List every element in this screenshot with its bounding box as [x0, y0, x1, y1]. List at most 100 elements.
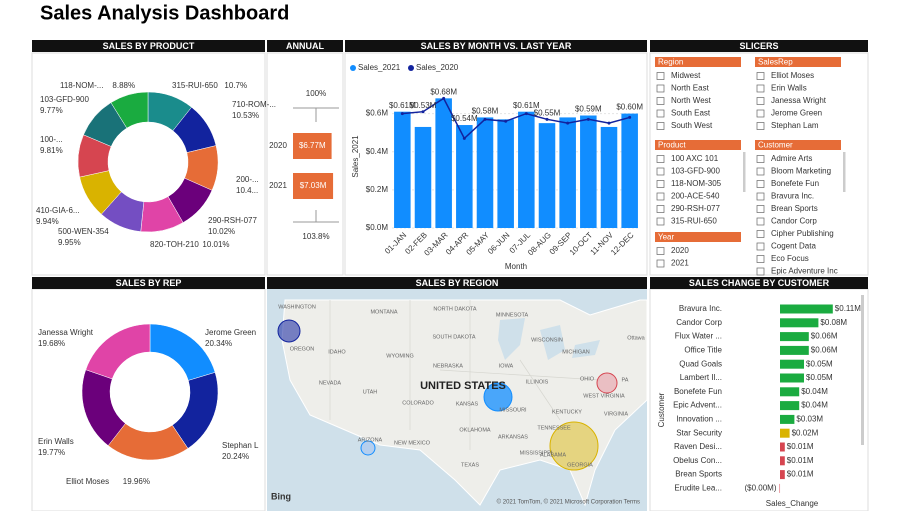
- slicer-item[interactable]: 118-NOM-305: [671, 179, 722, 188]
- slicer-item[interactable]: Cogent Data: [771, 242, 816, 251]
- checkbox[interactable]: [756, 205, 765, 213]
- bar[interactable]: [538, 123, 556, 228]
- bar[interactable]: [780, 304, 833, 314]
- bar[interactable]: [414, 126, 432, 228]
- bar[interactable]: [435, 98, 452, 228]
- checkbox[interactable]: [756, 72, 765, 80]
- bar[interactable]: [559, 117, 576, 228]
- bar[interactable]: [780, 345, 809, 355]
- bar[interactable]: [476, 117, 494, 228]
- legend-label[interactable]: Sales_2020: [416, 63, 459, 72]
- bar[interactable]: [580, 115, 597, 228]
- checkbox[interactable]: [756, 267, 765, 276]
- checkbox[interactable]: [756, 255, 765, 263]
- checkbox[interactable]: [656, 72, 665, 80]
- slicer-item[interactable]: 290-RSH-077: [671, 204, 720, 213]
- bar[interactable]: [780, 442, 785, 452]
- checkbox[interactable]: [656, 205, 665, 213]
- slicer-item[interactable]: North West: [671, 96, 712, 105]
- bar[interactable]: [780, 414, 795, 424]
- slicer-item[interactable]: Jerome Green: [771, 109, 822, 118]
- checkbox[interactable]: [756, 230, 765, 238]
- bar[interactable]: [497, 119, 514, 228]
- checkbox[interactable]: [656, 97, 665, 105]
- bar[interactable]: [780, 373, 804, 383]
- kpi-bar[interactable]: [293, 173, 334, 199]
- checkbox[interactable]: [656, 167, 665, 176]
- line-point: [504, 119, 508, 123]
- checkbox[interactable]: [756, 180, 765, 188]
- slicer-item[interactable]: 2020: [671, 246, 689, 255]
- slicer-item[interactable]: 200-ACE-540: [671, 192, 720, 201]
- slicer-item[interactable]: Bravura Inc.: [771, 192, 814, 201]
- scrollbar[interactable]: [861, 295, 864, 445]
- bar[interactable]: [780, 470, 785, 480]
- slicer-item[interactable]: Midwest: [671, 71, 701, 80]
- bar[interactable]: [780, 318, 819, 328]
- donut-slice[interactable]: [85, 323, 151, 380]
- slicer-item[interactable]: South West: [671, 121, 713, 130]
- kpi-bar[interactable]: [293, 133, 332, 159]
- bar[interactable]: [518, 111, 535, 228]
- bar[interactable]: [780, 428, 790, 438]
- slicer-item[interactable]: Brean Sports: [771, 204, 818, 213]
- map-bubble[interactable]: [483, 382, 513, 412]
- checkbox[interactable]: [656, 122, 665, 130]
- bar[interactable]: [779, 483, 781, 493]
- slicer-item[interactable]: Erin Walls: [771, 84, 807, 93]
- checkbox[interactable]: [656, 217, 665, 226]
- scrollbar[interactable]: [843, 152, 846, 192]
- bar[interactable]: [621, 113, 638, 228]
- bar[interactable]: [456, 125, 473, 228]
- legend-marker[interactable]: [408, 65, 414, 71]
- bar[interactable]: [780, 387, 800, 397]
- slicer-item[interactable]: Janessa Wright: [771, 96, 827, 105]
- checkbox[interactable]: [756, 122, 765, 130]
- checkbox[interactable]: [656, 259, 665, 268]
- slicer-item[interactable]: North East: [671, 84, 710, 93]
- slicer-item[interactable]: Bloom Marketing: [771, 167, 831, 176]
- slicer-item[interactable]: Eco Focus: [771, 254, 809, 263]
- checkbox[interactable]: [756, 109, 765, 118]
- checkbox[interactable]: [756, 84, 765, 93]
- map-bubble[interactable]: [360, 440, 376, 456]
- bar[interactable]: [394, 111, 411, 228]
- checkbox[interactable]: [656, 247, 665, 255]
- map[interactable]: Bing © 2021 TomTom, © 2021 Microsoft Cor…: [267, 289, 648, 511]
- slicer-item[interactable]: Bonefete Fun: [771, 179, 819, 188]
- slicer-item[interactable]: 100 AXC 101: [671, 154, 719, 163]
- slicer-item[interactable]: Elliot Moses: [771, 71, 814, 80]
- bar[interactable]: [780, 401, 800, 411]
- bar[interactable]: [600, 126, 618, 228]
- legend-marker[interactable]: [350, 65, 356, 71]
- map-bubble[interactable]: [549, 421, 599, 471]
- slicer-item[interactable]: Stephan Lam: [771, 121, 819, 130]
- slicer-item[interactable]: Epic Adventure Inc: [771, 267, 838, 276]
- slicer-item[interactable]: Admire Arts: [771, 154, 812, 163]
- checkbox[interactable]: [756, 97, 765, 105]
- slicer-item[interactable]: 2021: [671, 259, 689, 268]
- checkbox[interactable]: [656, 155, 665, 163]
- checkbox[interactable]: [656, 109, 665, 118]
- checkbox[interactable]: [656, 192, 665, 201]
- map-bubble[interactable]: [596, 372, 618, 394]
- checkbox[interactable]: [756, 242, 765, 251]
- checkbox[interactable]: [656, 180, 665, 188]
- slicer-item[interactable]: 103-GFD-900: [671, 167, 720, 176]
- map-bubble[interactable]: [277, 319, 301, 343]
- bar[interactable]: [780, 332, 809, 342]
- checkbox[interactable]: [656, 84, 665, 93]
- checkbox[interactable]: [756, 155, 765, 163]
- slicer-item[interactable]: Candor Corp: [771, 217, 817, 226]
- bar[interactable]: [780, 359, 804, 369]
- checkbox[interactable]: [756, 167, 765, 176]
- checkbox[interactable]: [756, 217, 765, 226]
- slicer-item[interactable]: 315-RUI-650: [671, 217, 717, 226]
- slicer-item[interactable]: Cipher Publishing: [771, 229, 834, 238]
- checkbox[interactable]: [756, 192, 765, 201]
- slicer-item[interactable]: South East: [671, 109, 711, 118]
- scrollbar[interactable]: [743, 152, 746, 192]
- donut-slice[interactable]: [110, 91, 149, 129]
- bar[interactable]: [780, 456, 785, 466]
- legend-label[interactable]: Sales_2021: [358, 63, 401, 72]
